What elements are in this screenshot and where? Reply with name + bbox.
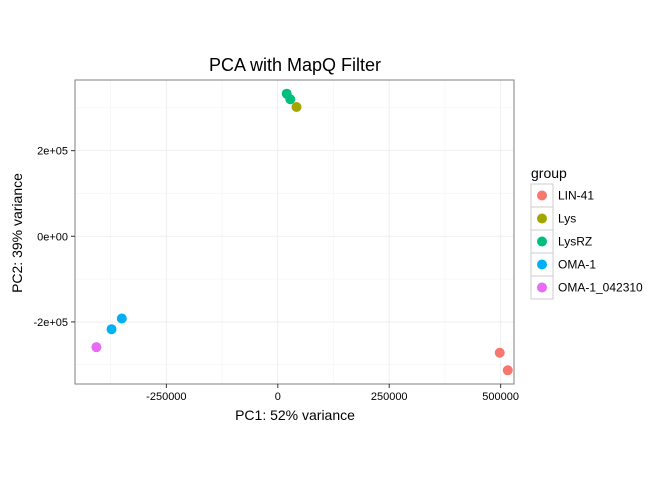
- data-point: [91, 342, 102, 353]
- legend-key-point: [537, 190, 547, 201]
- plot-border: [74, 79, 515, 385]
- chart-title: PCA with MapQ Filter: [209, 55, 381, 75]
- legend-label: LIN-41: [558, 189, 594, 203]
- x-tick-label: -250000: [146, 391, 186, 403]
- legend-key-point: [537, 213, 547, 224]
- plot-background: [75, 80, 514, 384]
- legend-key-point: [537, 282, 547, 293]
- legend-title: group: [531, 165, 567, 181]
- data-point: [106, 324, 117, 335]
- data-point: [285, 94, 296, 105]
- legend: group LIN-41 Lys LysRZ OMA-1 OMA-1_042310: [530, 165, 643, 300]
- legend-key-point: [537, 259, 547, 270]
- x-tick-label: 0: [275, 391, 281, 403]
- data-point: [116, 313, 127, 324]
- x-axis-title: PC1: 52% variance: [235, 407, 355, 423]
- plot-panel: -250000 0 250000 500000 -2e+05 0e+00 2e+05: [33, 79, 519, 403]
- y-axis-title: PC2: 39% variance: [9, 173, 25, 293]
- legend-label: OMA-1_042310: [558, 281, 643, 295]
- legend-label: LysRZ: [558, 235, 592, 249]
- y-tick-label: 0e+00: [37, 231, 68, 243]
- y-tick-label: -2e+05: [33, 317, 68, 329]
- legend-label: Lys: [558, 212, 576, 226]
- legend-key-point: [537, 236, 547, 247]
- data-point: [502, 365, 513, 376]
- data-point: [291, 101, 302, 112]
- legend-label: OMA-1: [558, 258, 596, 272]
- x-tick-label: 250000: [371, 391, 408, 403]
- x-tick-label: 500000: [482, 391, 519, 403]
- data-point: [494, 347, 505, 358]
- y-tick-label: 2e+05: [37, 146, 68, 158]
